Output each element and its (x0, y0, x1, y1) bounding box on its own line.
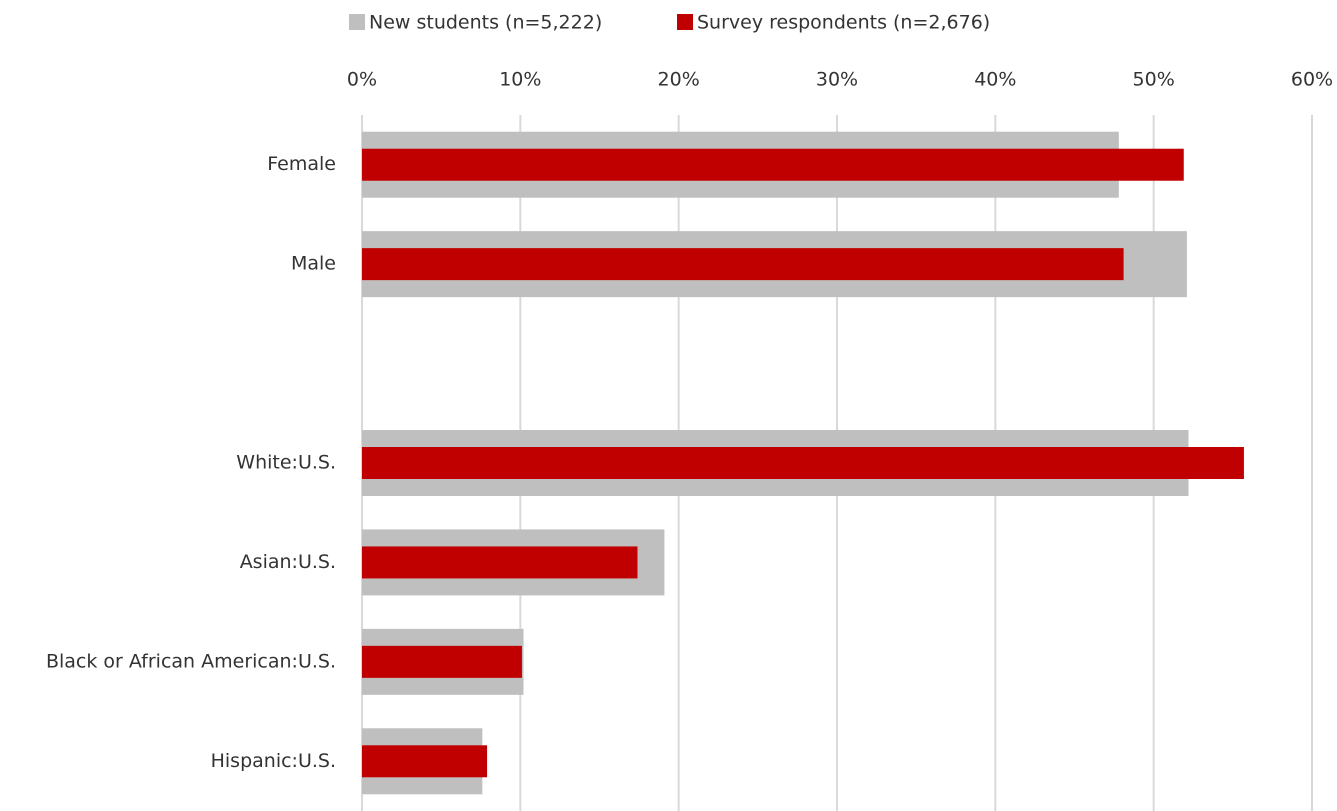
bar (362, 447, 1244, 479)
legend-swatch (677, 14, 693, 30)
bar (362, 248, 1124, 281)
x-tick-label: 50% (1133, 69, 1175, 91)
y-tick-label: Hispanic:U.S. (211, 750, 336, 772)
y-tick-label: Asian:U.S. (240, 551, 336, 573)
y-tick-label: Male (291, 253, 336, 275)
legend-label: Survey respondents (n=2,676) (697, 12, 990, 34)
legend-swatch (349, 14, 365, 30)
bar (362, 745, 488, 778)
y-tick-label: White:U.S. (236, 452, 336, 474)
y-tick-label: Female (267, 153, 336, 175)
x-tick-label: 30% (816, 69, 858, 91)
x-tick-label: 40% (974, 69, 1016, 91)
x-tick-label: 10% (499, 69, 541, 91)
x-tick-label: 20% (658, 69, 700, 91)
y-tick-label: Black or African American:U.S. (46, 650, 336, 672)
bar (362, 645, 522, 678)
x-tick-label: 60% (1291, 69, 1333, 91)
x-tick-label: 0% (347, 69, 377, 91)
bar (362, 148, 1184, 181)
legend-label: New students (n=5,222) (369, 12, 602, 34)
bar (362, 546, 638, 579)
